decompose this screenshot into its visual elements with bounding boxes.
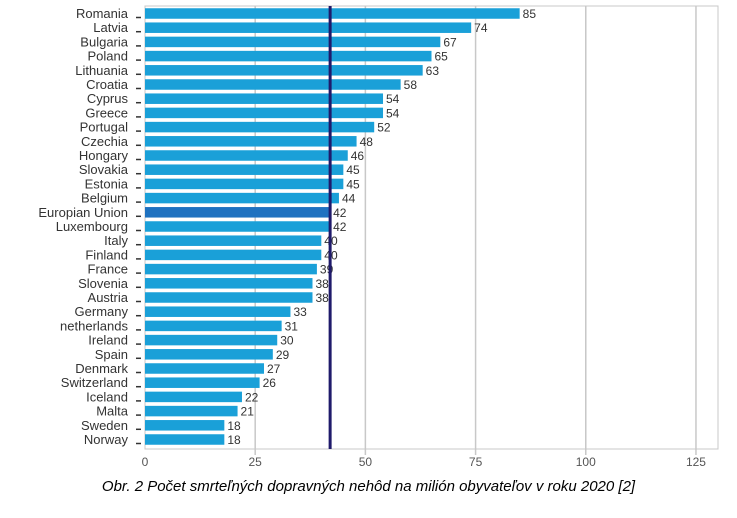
bar-latvia xyxy=(145,22,472,33)
figure-caption: Obr. 2 Počet smrteľných dopravných nehôd… xyxy=(101,478,636,495)
bar-norway xyxy=(145,434,225,445)
bar-slovakia xyxy=(145,164,344,175)
bar-belgium xyxy=(145,192,339,204)
category-label-romania: Romania xyxy=(76,6,129,21)
bar-malta xyxy=(145,405,238,417)
bar-finland xyxy=(145,249,322,261)
value-label-iceland: 22 xyxy=(245,390,259,404)
category-label-germany: Germany xyxy=(75,304,129,319)
bar-bulgaria xyxy=(145,36,441,48)
value-label-bulgaria: 67 xyxy=(443,35,457,49)
value-label-greece: 54 xyxy=(386,106,400,120)
category-label-ireland: Ireland xyxy=(88,333,128,348)
bar-luxembourg xyxy=(145,221,331,232)
bar-switzerland xyxy=(145,377,260,388)
bar-chart: 0 25 50 75 100 125 Romania 85 Latvia 74 Bulgaria 67… xyxy=(38,5,719,469)
bar-france xyxy=(145,263,317,275)
category-label-austria: Austria xyxy=(88,290,129,305)
category-label-italy: Italy xyxy=(104,233,128,248)
category-label-croatia: Croatia xyxy=(86,77,129,92)
category-label-czechia: Czechia xyxy=(81,134,129,149)
bar-lithuania xyxy=(145,65,423,76)
category-label-iceland: Iceland xyxy=(86,389,128,404)
bar-slovenia xyxy=(145,278,313,289)
value-label-norway: 18 xyxy=(227,433,241,447)
value-label-austria: 38 xyxy=(315,291,329,305)
value-label-latvia: 74 xyxy=(474,21,488,35)
category-label-spain: Spain xyxy=(95,347,128,362)
value-label-spain: 29 xyxy=(276,348,290,362)
category-label-belgium: Belgium xyxy=(81,191,128,206)
category-label-bulgaria: Bulgaria xyxy=(80,34,128,49)
bar-hongary xyxy=(145,150,348,161)
value-label-malta: 21 xyxy=(241,405,255,419)
bar-germany xyxy=(145,306,291,317)
category-label-netherlands: netherlands xyxy=(60,318,128,333)
category-label-norway: Norway xyxy=(84,432,129,447)
value-label-hongary: 46 xyxy=(351,149,365,163)
category-label-finland: Finland xyxy=(85,247,128,262)
category-label-switzerland: Switzerland xyxy=(61,375,128,390)
value-label-lithuania: 63 xyxy=(426,64,440,78)
bar-poland xyxy=(145,50,432,62)
value-label-luxembourg: 42 xyxy=(333,220,347,234)
category-label-hongary: Hongary xyxy=(79,148,129,163)
bar-portugal xyxy=(145,121,375,133)
category-label-malta: Malta xyxy=(96,404,129,419)
bar-estonia xyxy=(145,178,344,190)
category-label-slovenia: Slovenia xyxy=(78,276,129,291)
category-label-greece: Greece xyxy=(85,105,128,120)
value-label-poland: 65 xyxy=(435,50,449,64)
value-label-romania: 85 xyxy=(523,7,537,21)
bar-romania xyxy=(145,8,520,19)
value-label-belgium: 44 xyxy=(342,192,356,206)
category-label-cyprus: Cyprus xyxy=(87,91,129,106)
category-label-luxembourg: Luxembourg xyxy=(56,219,128,234)
category-label-estonia: Estonia xyxy=(85,176,129,191)
category-label-europian-union: Europian Union xyxy=(38,205,128,220)
category-label-france: France xyxy=(88,262,128,277)
value-label-portugal: 52 xyxy=(377,121,391,135)
bar-iceland xyxy=(145,391,242,403)
value-label-denmark: 27 xyxy=(267,362,281,376)
x-tick-label-0: 0 xyxy=(142,455,149,469)
value-label-slovakia: 45 xyxy=(346,163,360,177)
x-tick-label-75: 75 xyxy=(469,455,483,469)
value-label-slovenia: 38 xyxy=(315,277,329,291)
value-label-croatia: 58 xyxy=(404,78,418,92)
bar-croatia xyxy=(145,79,401,90)
bar-europian-union xyxy=(145,207,331,218)
bar-sweden xyxy=(145,420,225,431)
x-tick-label-25: 25 xyxy=(249,455,263,469)
category-label-denmark: Denmark xyxy=(75,361,128,376)
bar-spain xyxy=(145,349,273,360)
category-label-poland: Poland xyxy=(88,49,128,64)
value-label-germany: 33 xyxy=(293,305,307,319)
bar-italy xyxy=(145,235,322,246)
category-label-latvia: Latvia xyxy=(93,20,128,35)
value-label-estonia: 45 xyxy=(346,177,360,191)
value-label-ireland: 30 xyxy=(280,334,294,348)
bar-austria xyxy=(145,292,313,303)
value-label-sweden: 18 xyxy=(227,419,241,433)
value-label-netherlands: 31 xyxy=(285,319,299,333)
x-tick-label-100: 100 xyxy=(576,455,596,469)
category-label-lithuania: Lithuania xyxy=(75,63,129,78)
bar-czechia xyxy=(145,136,357,147)
category-label-sweden: Sweden xyxy=(81,418,128,433)
value-label-switzerland: 26 xyxy=(263,376,277,390)
value-label-czechia: 48 xyxy=(360,135,374,149)
bar-cyprus xyxy=(145,93,384,104)
x-tick-label-50: 50 xyxy=(359,455,373,469)
x-tick-label-125: 125 xyxy=(686,455,706,469)
value-label-europian-union: 42 xyxy=(333,206,347,220)
bar-greece xyxy=(145,107,384,119)
bar-denmark xyxy=(145,363,265,374)
category-label-slovakia: Slovakia xyxy=(79,162,129,177)
value-label-cyprus: 54 xyxy=(386,92,400,106)
bar-ireland xyxy=(145,334,278,346)
bar-netherlands xyxy=(145,320,282,332)
category-label-portugal: Portugal xyxy=(80,120,129,135)
